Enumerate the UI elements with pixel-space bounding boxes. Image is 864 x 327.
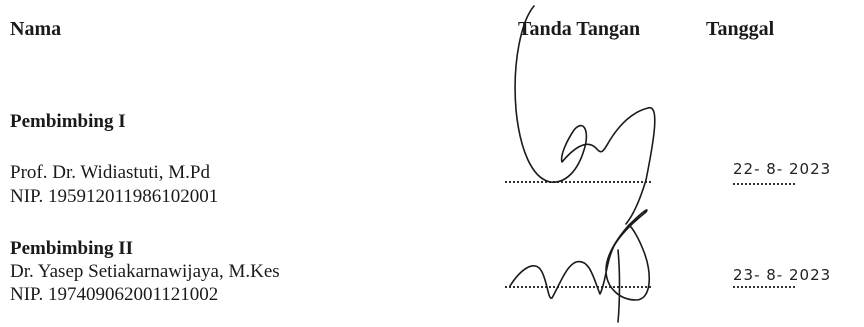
- signature-2: [509, 209, 651, 323]
- advisor1-name: Prof. Dr. Widiastuti, M.Pd: [10, 162, 210, 183]
- signature-line-2: [505, 286, 651, 288]
- advisor1-role: Pembimbing I: [10, 111, 126, 132]
- advisor2-nip: NIP. 197409062001121002: [10, 284, 219, 305]
- advisor1-nip: NIP. 195912011986102001: [10, 186, 219, 207]
- header-name: Nama: [10, 18, 62, 40]
- header-date: Tanggal: [706, 18, 775, 40]
- date-line-2: [733, 286, 795, 288]
- date-line-1: [733, 183, 795, 185]
- advisor2-name: Dr. Yasep Setiakarnawijaya, M.Kes: [10, 261, 280, 282]
- advisor1-date: 22- 8- 2023: [733, 160, 832, 178]
- signature-1: [514, 5, 656, 225]
- advisor2-date: 23- 8- 2023: [733, 266, 832, 284]
- signature-line-1: [505, 181, 651, 183]
- header-signature: Tanda Tangan: [518, 18, 641, 40]
- advisor2-role: Pembimbing II: [10, 238, 133, 259]
